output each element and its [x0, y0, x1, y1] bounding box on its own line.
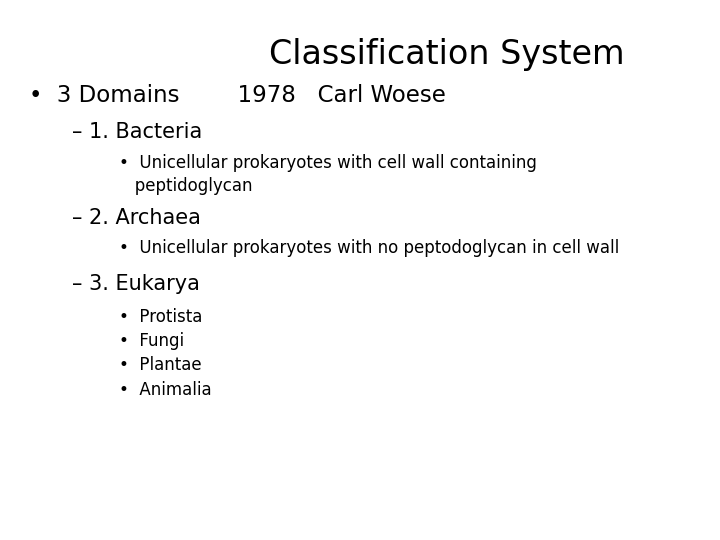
Text: peptidoglycan: peptidoglycan: [119, 177, 252, 195]
Text: Classification System: Classification System: [269, 38, 624, 71]
Text: – 1. Bacteria: – 1. Bacteria: [72, 122, 202, 141]
Text: •  3 Domains        1978   Carl Woese: • 3 Domains 1978 Carl Woese: [29, 84, 446, 107]
Text: •  Animalia: • Animalia: [119, 381, 212, 399]
Text: •  Unicellular prokaryotes with cell wall containing: • Unicellular prokaryotes with cell wall…: [119, 154, 536, 172]
Text: •  Plantae: • Plantae: [119, 356, 202, 374]
Text: – 2. Archaea: – 2. Archaea: [72, 208, 201, 228]
Text: •  Protista: • Protista: [119, 308, 202, 326]
Text: •  Unicellular prokaryotes with no peptodoglycan in cell wall: • Unicellular prokaryotes with no peptod…: [119, 239, 619, 256]
Text: – 3. Eukarya: – 3. Eukarya: [72, 274, 200, 294]
Text: •  Fungi: • Fungi: [119, 332, 184, 350]
